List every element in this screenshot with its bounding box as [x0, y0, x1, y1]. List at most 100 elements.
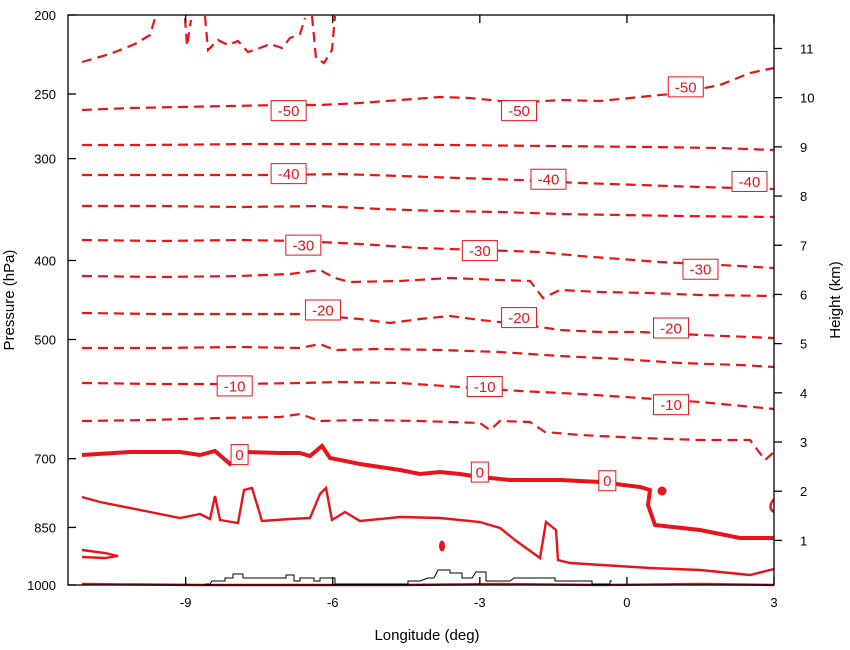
y2-tick-label: 5: [800, 337, 807, 352]
contour-line-minus-60: [81, 15, 337, 65]
contour-label-box: [501, 100, 538, 122]
contour-label: -20: [501, 307, 538, 329]
y-tick-label: 700: [34, 452, 56, 467]
contour-label: 0: [470, 461, 489, 483]
contour-label: -30: [461, 240, 498, 262]
y-axis-title: Pressure (hPa): [1, 250, 18, 351]
contour-label: -50: [667, 76, 704, 98]
contour-label-text: -50: [675, 79, 697, 96]
contour-label-text: -50: [278, 103, 300, 120]
contour-label-text: -30: [690, 262, 712, 279]
contour-label-box: [270, 163, 307, 185]
contour-label-text: -40: [278, 166, 300, 183]
contour-label: -10: [216, 375, 253, 397]
contour-label: -10: [653, 394, 690, 416]
contour-label-box: [653, 317, 690, 339]
x-tick-label: 0: [623, 595, 630, 610]
contour-line-zero: [81, 443, 774, 540]
contour-label-box: [501, 307, 538, 329]
y2-tick-label: 2: [800, 484, 807, 499]
contour-line-minus-35: [82, 204, 775, 219]
x-tick-label: 3: [770, 595, 777, 610]
contour-label-text: -10: [660, 397, 682, 414]
contour-label-box: [470, 461, 489, 483]
contour-label-text: 0: [603, 473, 611, 490]
plot-frame: [67, 14, 775, 586]
contour-label-text: -50: [508, 103, 530, 120]
x-ticks: -9 -6 -3 0 3: [180, 15, 778, 610]
y-tick-label: 400: [34, 253, 56, 268]
contour-label: -40: [731, 170, 768, 192]
y2-tick-label: 9: [800, 140, 807, 155]
contour-line-minus-40: [82, 172, 775, 191]
y2-tick-label: 1: [800, 533, 807, 548]
contour-label-text: 0: [476, 465, 484, 482]
contour-label-text: -40: [739, 174, 761, 191]
contour-label-box: [270, 100, 307, 122]
contour-label-box: [530, 168, 567, 190]
y2-tick-label: 10: [800, 91, 814, 106]
contour-label-box: [304, 299, 341, 321]
contour-line-minus-5: [81, 412, 775, 462]
y-tick-label: 850: [34, 520, 56, 535]
y-tick-label: 250: [34, 87, 56, 102]
y-tick-label: 300: [34, 152, 56, 167]
y-tick-label: 200: [34, 8, 56, 23]
contour-line-minus-45: [82, 142, 775, 152]
contour-label: -40: [530, 168, 567, 190]
contour-label-box: [466, 376, 503, 398]
contour-label: -50: [270, 100, 307, 122]
contour-label-box: [653, 394, 690, 416]
contour-label-box: [598, 470, 617, 492]
contour-line-plus-5: [81, 485, 775, 577]
contour-label-box: [682, 258, 719, 280]
contour-label: -20: [653, 317, 690, 339]
contour-line-minus-20: [81, 311, 775, 340]
contour-label: -50: [501, 100, 538, 122]
contour-label: -30: [285, 234, 322, 256]
contour-label: 0: [598, 470, 617, 492]
contour-label-box: [731, 170, 768, 192]
contour-label-text: -20: [660, 320, 682, 337]
contour-line-right-edge: [769, 498, 775, 514]
contour-label-box: [285, 234, 322, 256]
contour-label-text: -30: [469, 243, 491, 260]
terrain-outline: [205, 569, 612, 585]
y2-ticks: 1 2 3 4 5 6 7 8 9 10 11: [774, 41, 814, 548]
contour-line-minus-15: [82, 342, 775, 369]
contour-blob: [657, 486, 667, 496]
contour-line-surface-loop: [81, 548, 119, 560]
contour-label-text: 0: [235, 447, 243, 464]
contour-blob-small: [439, 540, 445, 552]
y-tick-label: 1000: [27, 578, 56, 593]
contour-label: -40: [270, 163, 307, 185]
contour-label-box: [216, 375, 253, 397]
y2-axis-title: Height (km): [827, 261, 844, 339]
contour-line-minus-25: [81, 268, 775, 300]
y2-tick-label: 11: [800, 41, 814, 56]
contour-labels: -50 -50 -50 -40 -40 -40 -30 -30 -30 -20 -20 -20 -10 -…: [216, 76, 768, 492]
y-ticks: 200 250 300 400 500 700 850 1000: [27, 8, 76, 593]
contour-label-text: -20: [508, 310, 530, 327]
y2-tick-label: 6: [800, 287, 807, 302]
contour-label-box: [461, 240, 498, 262]
contour-label: 0: [230, 444, 249, 466]
contour-label-box: [230, 444, 249, 466]
contour-label-text: -10: [474, 379, 496, 396]
x-tick-label: -6: [327, 595, 339, 610]
x-axis-title: Longitude (deg): [374, 627, 479, 644]
contour-label: -20: [304, 299, 341, 321]
y2-tick-label: 7: [800, 238, 807, 253]
contour-label: -10: [466, 376, 503, 398]
y2-tick-label: 3: [800, 435, 807, 450]
contour-label-box: [667, 76, 704, 98]
x-tick-label: -3: [474, 595, 486, 610]
y2-tick-label: 4: [800, 386, 807, 401]
contour-label-text: -10: [224, 378, 246, 395]
contour-label-text: -40: [538, 172, 560, 189]
contour-label-text: -30: [292, 238, 314, 255]
contour-label: -30: [682, 258, 719, 280]
